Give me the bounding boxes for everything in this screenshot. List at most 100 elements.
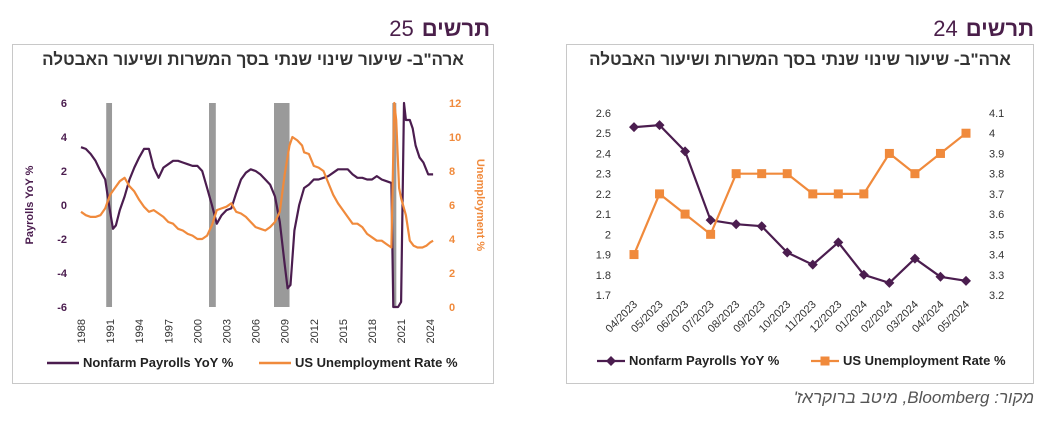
unemployment-point (935, 148, 945, 158)
unemployment-point (884, 148, 894, 158)
unemployment-point (706, 229, 716, 239)
y-right-tick-label: 8 (449, 166, 455, 178)
y-right-tick-label: 3.7 (989, 189, 1004, 201)
payrolls-point (807, 259, 818, 270)
y-left-tick-label: 2.2 (596, 189, 611, 201)
figure-25-chart: -6 -4 -2 0 2 4 6 0 2 4 6 8 10 12 1988 1991 1994 1997 2000 2… (24, 98, 486, 370)
unemployment-point (757, 169, 767, 179)
figure-24-title: ארה"ב- שיעור שינוי שנתי בסך המשרות ושיעו… (589, 50, 1011, 69)
y-right-tick-label: 12 (449, 98, 461, 110)
y-right-tick-label: 3.8 (989, 169, 1004, 181)
y-left-tick-label: 6 (61, 98, 67, 110)
y-left-tick-label: 1.9 (596, 250, 611, 262)
y-left-axis-title: Payrolls YoY % (24, 165, 36, 244)
unemployment-point (808, 189, 818, 199)
legend-unemployment-marker (820, 356, 830, 366)
y-right-tick-label: 3.3 (989, 270, 1004, 282)
x-tick-label: 2006 (251, 319, 263, 343)
y-left-tick-label: 2.3 (596, 169, 611, 181)
x-tick-label: 2003 (221, 319, 233, 343)
figure-24-label: תרשים (965, 16, 1034, 41)
unemployment-point (961, 128, 971, 138)
y-left-tick-label: 2.1 (596, 209, 611, 221)
y-left-tick-label: 2 (605, 229, 611, 241)
figure-25-heading: תרשים 25 (389, 16, 490, 42)
y-right-tick-label: 3.9 (989, 148, 1004, 160)
figure-25-number: 25 (389, 16, 414, 41)
x-tick-label: 2012 (309, 319, 321, 343)
x-tick-label: 1994 (134, 319, 146, 343)
recession-band (392, 103, 397, 307)
y-left-tick-label: 1.7 (596, 290, 611, 302)
y-left-tick-label: 2.5 (596, 128, 611, 140)
x-tick-label: 2009 (280, 319, 292, 343)
y-right-tick-label: 3.4 (989, 250, 1004, 262)
y-left-tick-label: 1.8 (596, 270, 611, 282)
x-tick-label: 1988 (76, 319, 88, 343)
source-note: מקור: Bloomberg, מיטב ברוקראז' (793, 388, 1034, 407)
y-left-tick-label: -2 (57, 234, 67, 246)
y-right-tick-label: 3.2 (989, 290, 1004, 302)
y-left-tick-label: 2.6 (596, 108, 611, 120)
y-left-tick-label: -4 (57, 268, 68, 280)
figure-25-label: תרשים (421, 16, 490, 41)
payrolls-point (731, 219, 742, 230)
x-tick-label: 2000 (192, 319, 204, 343)
payrolls-point (884, 277, 895, 288)
unemployment-line (80, 101, 434, 249)
payrolls-line (633, 123, 967, 285)
y-right-tick-label: 4 (989, 128, 995, 140)
x-tick-label: 2015 (338, 319, 350, 343)
payrolls-point (833, 237, 844, 248)
payrolls-line (80, 101, 434, 309)
figure-25-panel: ארה"ב- שיעור שינוי שנתי בסך המשרות ושיעו… (12, 44, 494, 384)
y-right-axis-title: Unemployment % (474, 159, 486, 252)
unemployment-point (629, 250, 639, 260)
y-right-tick-label: 0 (449, 302, 455, 314)
unemployment-point (859, 189, 869, 199)
y-left-tick-label: 2.4 (596, 148, 611, 160)
payrolls-point (782, 247, 793, 258)
y-right-tick-label: 2 (449, 268, 455, 280)
x-tick-label: 2024 (425, 319, 437, 343)
payrolls-point (961, 275, 971, 286)
payrolls-point (935, 271, 946, 282)
legend-payrolls-label: Nonfarm Payrolls YoY % (83, 355, 234, 370)
unemployment-point (910, 169, 920, 179)
payrolls-point (680, 146, 691, 157)
y-right-tick-label: 6 (449, 200, 455, 212)
payrolls-point (705, 215, 716, 226)
legend-unemployment-label: US Unemployment Rate % (295, 355, 458, 370)
y-left-tick-label: 4 (61, 132, 68, 144)
x-tick-label: 1991 (105, 319, 117, 343)
y-left-tick-label: 2 (61, 166, 67, 178)
y-left-tick-label: 0 (61, 200, 67, 212)
figure-25-title: ארה"ב- שיעור שינוי שנתי בסך המשרות ושיעו… (42, 50, 464, 69)
y-right-tick-label: 3.6 (989, 209, 1004, 221)
figure-24-heading: תרשים 24 (933, 16, 1034, 42)
unemployment-point (680, 209, 690, 219)
unemployment-point (782, 169, 792, 179)
unemployment-point (731, 169, 741, 179)
payrolls-point (629, 122, 639, 133)
y-right-tick-label: 3.5 (989, 229, 1004, 241)
x-tick-label: 2018 (367, 319, 379, 343)
legend-payrolls-marker (606, 356, 616, 366)
unemployment-point (833, 189, 843, 199)
x-tick-label: 1997 (163, 319, 175, 343)
payrolls-point (909, 253, 920, 264)
y-right-tick-label: 10 (449, 132, 461, 144)
legend-payrolls-label: Nonfarm Payrolls YoY % (629, 353, 780, 368)
y-right-tick-label: 4.1 (989, 108, 1004, 120)
figure-24-number: 24 (933, 16, 958, 41)
payrolls-point (858, 269, 869, 280)
x-tick-label: 2021 (396, 319, 408, 343)
payrolls-point (654, 120, 665, 131)
figure-24-panel: ארה"ב- שיעור שינוי שנתי בסך המשרות ושיעו… (566, 44, 1034, 384)
unemployment-point (655, 189, 665, 199)
figure-24-chart: 1.7 1.8 1.9 2 2.1 2.2 2.3 2.4 2.5 2.6 3.2 3.3 3.4 3.5… (596, 108, 1006, 368)
payrolls-point (756, 221, 767, 232)
legend-unemployment-label: US Unemployment Rate % (843, 353, 1006, 368)
y-left-tick-label: -6 (57, 302, 67, 314)
y-right-tick-label: 4 (449, 234, 456, 246)
